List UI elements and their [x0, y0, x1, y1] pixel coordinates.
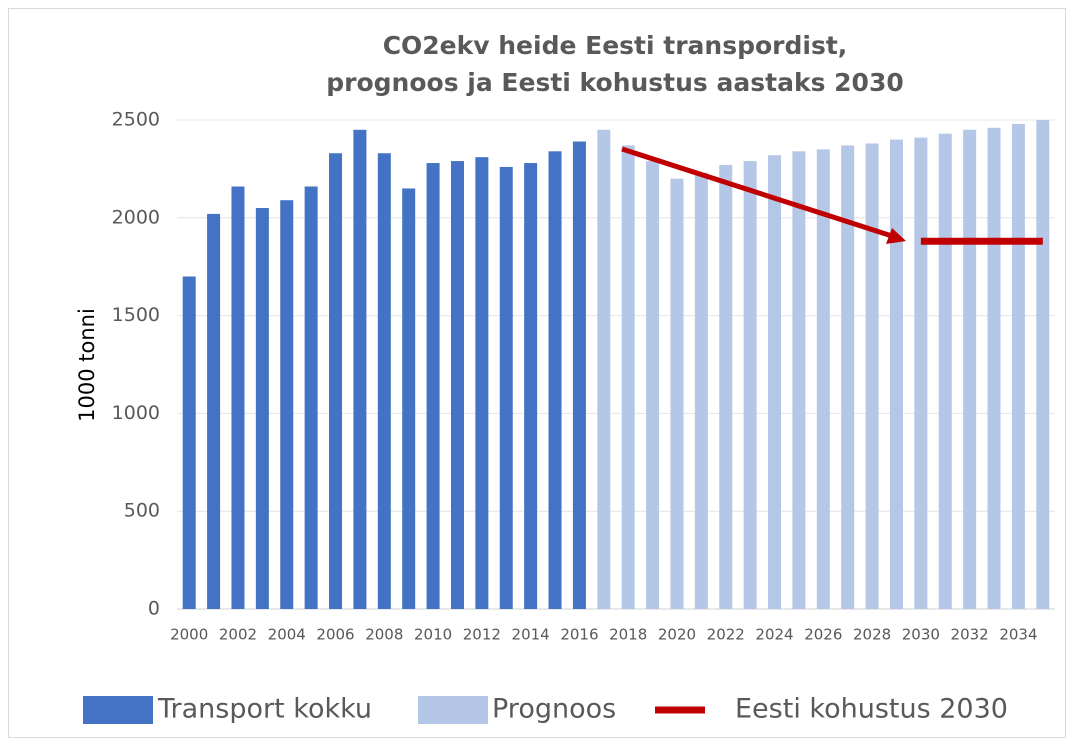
bar — [499, 166, 513, 609]
plot-area: 0 500 1000 1500 2000 2500 2000 2002 2004 2006 2008… — [112, 109, 1055, 644]
bar — [743, 161, 757, 610]
bar — [841, 145, 855, 610]
annotation — [621, 146, 906, 244]
bar — [182, 276, 196, 609]
y-tick-label: 500 — [124, 500, 160, 522]
legend-swatch — [418, 696, 488, 724]
legend-label: Transport kokku — [157, 694, 372, 725]
x-tick-label: 2006 — [316, 626, 354, 644]
bar — [548, 151, 562, 609]
x-tick-label: 2024 — [755, 626, 793, 644]
y-tick-label: 1500 — [112, 304, 160, 326]
bar — [572, 141, 586, 610]
x-tick-label: 2022 — [707, 626, 745, 644]
bar — [646, 161, 660, 610]
bar — [914, 137, 928, 609]
legend: Transport kokku Prognoos Eesti kohustus 20… — [83, 694, 1008, 725]
bar — [426, 163, 440, 610]
bar — [816, 149, 830, 609]
x-tick-label: 2010 — [414, 626, 452, 644]
arrow-head — [886, 228, 906, 244]
bar — [621, 145, 635, 610]
bar — [938, 133, 952, 609]
x-tick-label: 2034 — [999, 626, 1037, 644]
bar — [207, 213, 221, 609]
bar — [768, 155, 782, 609]
y-tick-label: 1000 — [112, 402, 160, 424]
x-tick-label: 2016 — [560, 626, 598, 644]
bar — [865, 143, 879, 610]
x-tick-label: 2002 — [219, 626, 257, 644]
x-tick-label: 2032 — [951, 626, 989, 644]
x-tick-label: 2014 — [512, 626, 550, 644]
legend-label: Prognoos — [492, 694, 616, 725]
arrow-shaft — [621, 146, 893, 239]
x-tick-label: 2026 — [804, 626, 842, 644]
bar — [304, 186, 318, 609]
bar — [402, 188, 416, 609]
x-tick-label: 2004 — [268, 626, 306, 644]
bar — [280, 200, 294, 610]
bar — [597, 129, 611, 609]
x-tick-label: 2028 — [853, 626, 891, 644]
bar — [377, 153, 391, 609]
bar — [353, 129, 367, 609]
bar — [450, 161, 464, 610]
bar — [1036, 120, 1050, 609]
bar — [329, 153, 343, 609]
x-tick-label: 2000 — [170, 626, 208, 644]
bar — [670, 178, 684, 609]
y-axis-label: 1000 tonni — [75, 308, 99, 422]
x-tick-label: 2020 — [658, 626, 696, 644]
y-tick-label: 2000 — [112, 206, 160, 228]
legend-swatch — [83, 696, 153, 724]
bar — [475, 157, 489, 609]
bar — [231, 186, 245, 609]
bar — [889, 139, 903, 609]
bar — [1011, 123, 1025, 610]
bar — [963, 129, 977, 609]
bar — [255, 208, 269, 609]
y-tick-label: 0 — [148, 598, 160, 620]
bar — [524, 163, 538, 610]
chart-title-line: prognoos ja Eesti kohustus aastaks 2030 — [326, 68, 903, 97]
bar — [694, 172, 708, 609]
legend-label: Eesti kohustus 2030 — [735, 694, 1008, 725]
x-tick-label: 2030 — [902, 626, 940, 644]
bar — [987, 127, 1001, 609]
chart-title-line: CO2ekv heide Eesti transpordist, — [383, 31, 848, 60]
x-tick-label: 2012 — [463, 626, 501, 644]
y-tick-label: 2500 — [112, 109, 160, 131]
x-tick-label: 2008 — [365, 626, 403, 644]
x-tick-label: 2018 — [609, 626, 647, 644]
bar — [719, 164, 733, 609]
bar — [792, 151, 806, 609]
